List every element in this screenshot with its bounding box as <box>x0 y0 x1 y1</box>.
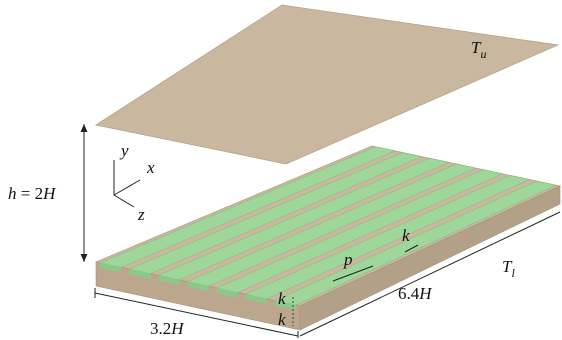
upper-plate <box>94 4 560 165</box>
rib-k-top-label: k <box>402 226 410 245</box>
lower-plate-label: Tl <box>502 257 515 280</box>
axis-y-label: y <box>119 141 129 160</box>
rib-front-7 <box>274 300 296 311</box>
rib-front-2 <box>129 269 151 279</box>
length-dimension <box>299 211 561 337</box>
pitch-label: p <box>343 250 353 269</box>
coordinate-axes <box>113 160 141 208</box>
lower-plate-side <box>299 185 561 331</box>
rib-front-5 <box>216 288 238 298</box>
rib-front-3 <box>158 275 180 285</box>
rib-top-4 <box>186 163 477 287</box>
width-label: 3.2H <box>150 319 185 338</box>
rib-k-side-label-2: k <box>278 310 286 329</box>
lower-plate <box>94 145 562 331</box>
rib-front-6 <box>245 294 267 304</box>
rib-front-1 <box>100 262 122 273</box>
axis-z-label: z <box>137 205 145 224</box>
rib-front-4 <box>187 281 209 292</box>
rib-top-7 <box>274 180 558 306</box>
height-dimension <box>80 124 88 262</box>
height-label: h = 2H <box>8 184 57 203</box>
rib-k-side-label-1: k <box>278 289 286 308</box>
rib-k-marker-top <box>404 244 419 253</box>
pitch-dimension <box>332 265 374 282</box>
upper-plate-label: Tu <box>471 38 486 61</box>
rib-group <box>99 146 558 311</box>
axis-x-label: x <box>146 158 155 177</box>
rib-top-1 <box>99 146 396 268</box>
width-dimension <box>94 288 299 338</box>
length-label: 6.4H <box>398 284 433 303</box>
